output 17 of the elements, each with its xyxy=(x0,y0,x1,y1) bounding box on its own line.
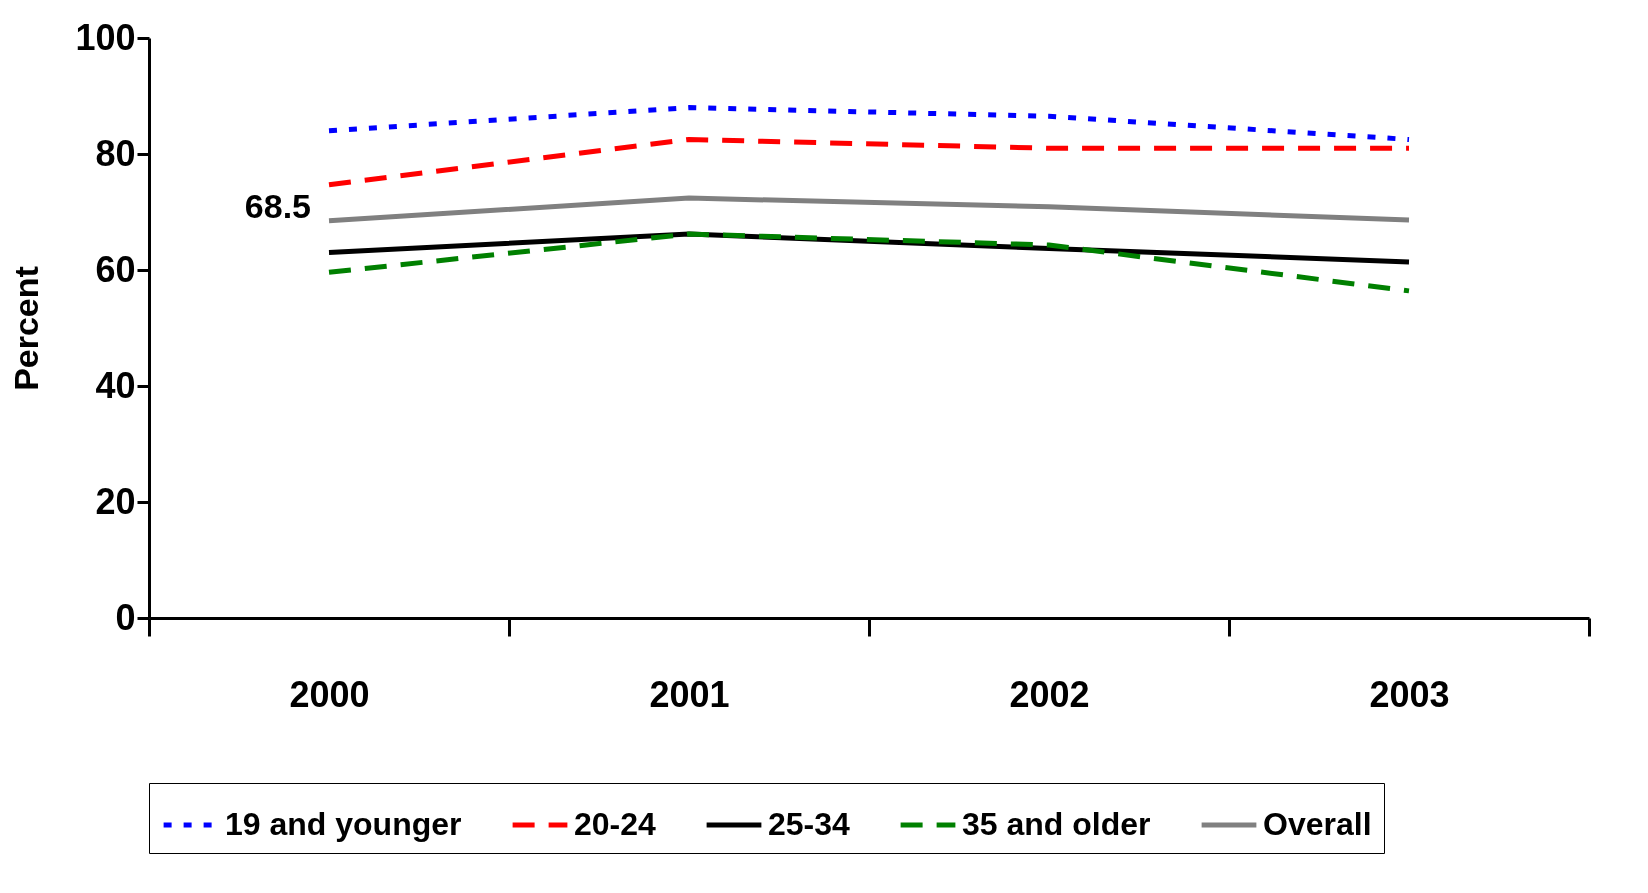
y-tick-label: 40 xyxy=(95,364,136,406)
y-axis-title: Percent xyxy=(7,266,46,391)
y-tick-label: 20 xyxy=(95,480,136,522)
x-tick-label: 2001 xyxy=(649,673,730,715)
x-tick-label: 2002 xyxy=(1009,673,1090,715)
legend-label: 19 and younger xyxy=(225,806,462,842)
x-tick-label: 2000 xyxy=(289,673,370,715)
legend-label: Overall xyxy=(1263,806,1372,842)
y-tick-label: 60 xyxy=(95,248,136,290)
y-tick-label: 80 xyxy=(95,132,136,174)
legend-label: 25-34 xyxy=(768,806,851,842)
legend-label: 20-24 xyxy=(574,806,657,842)
legend-label: 35 and older xyxy=(962,806,1151,842)
y-tick-label: 0 xyxy=(115,596,136,638)
x-tick-label: 2003 xyxy=(1369,673,1450,715)
annotation: 68.5 xyxy=(244,186,311,225)
y-tick-label: 100 xyxy=(75,16,136,58)
